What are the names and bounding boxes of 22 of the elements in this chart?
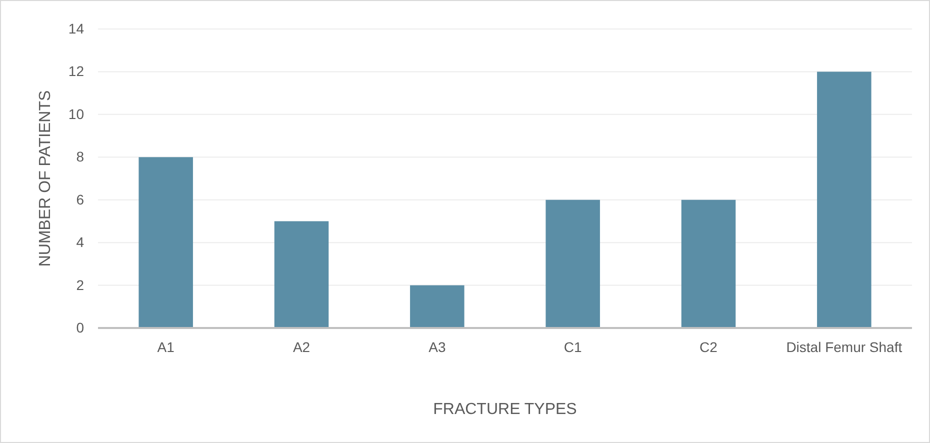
y-tick-label: 2 [76,276,84,293]
bar [138,157,193,328]
x-axis-title: FRACTURE TYPES [433,401,577,418]
x-tick-label: A2 [292,338,310,355]
bar [410,285,464,328]
x-tick-label: C1 [564,338,582,355]
y-tick-label: 4 [76,234,84,250]
bar [274,221,329,328]
y-tick-label: 12 [68,63,84,80]
y-tick-label: 0 [76,319,84,336]
bar [681,200,736,328]
y-tick-label: 6 [76,191,84,208]
bar [817,72,872,328]
y-tick-label: 8 [76,148,84,165]
x-tick-label: A3 [428,338,446,355]
x-tick-label: A1 [157,338,175,355]
bar [546,200,600,328]
y-tick-label: 14 [68,20,84,36]
y-tick-label: 10 [68,106,84,122]
y-axis-title: NUMBER OF PATIENTS [37,90,54,267]
x-tick-label: C2 [700,338,718,355]
x-tick-label: Distal Femur Shaft [786,338,902,355]
